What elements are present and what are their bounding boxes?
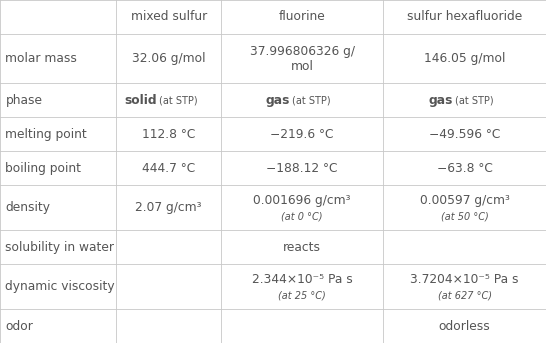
- Text: reacts: reacts: [283, 240, 321, 253]
- Text: gas: gas: [428, 94, 453, 107]
- Text: sulfur hexafluoride: sulfur hexafluoride: [407, 10, 523, 23]
- Text: molar mass: molar mass: [5, 52, 78, 65]
- Text: dynamic viscosity: dynamic viscosity: [5, 280, 115, 293]
- Text: odor: odor: [5, 320, 33, 333]
- Text: boiling point: boiling point: [5, 162, 81, 175]
- Text: density: density: [5, 201, 50, 214]
- Text: (at 50 °C): (at 50 °C): [441, 212, 489, 222]
- Text: 3.7204×10⁻⁵ Pa s: 3.7204×10⁻⁵ Pa s: [411, 273, 519, 286]
- Text: 37.996806326 g/
mol: 37.996806326 g/ mol: [250, 45, 355, 73]
- Text: (at STP): (at STP): [159, 95, 198, 105]
- Text: −219.6 °C: −219.6 °C: [270, 128, 334, 141]
- Text: odorless: odorless: [439, 320, 490, 333]
- Text: 2.07 g/cm³: 2.07 g/cm³: [135, 201, 202, 214]
- Text: fluorine: fluorine: [279, 10, 325, 23]
- Text: 32.06 g/mol: 32.06 g/mol: [132, 52, 205, 65]
- Text: 2.344×10⁻⁵ Pa s: 2.344×10⁻⁵ Pa s: [252, 273, 353, 286]
- Text: 146.05 g/mol: 146.05 g/mol: [424, 52, 506, 65]
- Text: 112.8 °C: 112.8 °C: [142, 128, 195, 141]
- Text: (at 0 °C): (at 0 °C): [281, 212, 323, 222]
- Text: 0.001696 g/cm³: 0.001696 g/cm³: [253, 194, 351, 207]
- Text: −49.596 °C: −49.596 °C: [429, 128, 500, 141]
- Text: gas: gas: [266, 94, 290, 107]
- Text: 0.00597 g/cm³: 0.00597 g/cm³: [420, 194, 509, 207]
- Text: (at 627 °C): (at 627 °C): [438, 291, 491, 301]
- Text: phase: phase: [5, 94, 43, 107]
- Text: melting point: melting point: [5, 128, 87, 141]
- Text: (at STP): (at STP): [455, 95, 494, 105]
- Text: (at 25 °C): (at 25 °C): [278, 291, 326, 301]
- Text: solid: solid: [124, 94, 157, 107]
- Text: mixed sulfur: mixed sulfur: [130, 10, 207, 23]
- Text: (at STP): (at STP): [293, 95, 331, 105]
- Text: solubility in water: solubility in water: [5, 240, 115, 253]
- Text: −188.12 °C: −188.12 °C: [266, 162, 338, 175]
- Text: −63.8 °C: −63.8 °C: [437, 162, 492, 175]
- Text: 444.7 °C: 444.7 °C: [142, 162, 195, 175]
